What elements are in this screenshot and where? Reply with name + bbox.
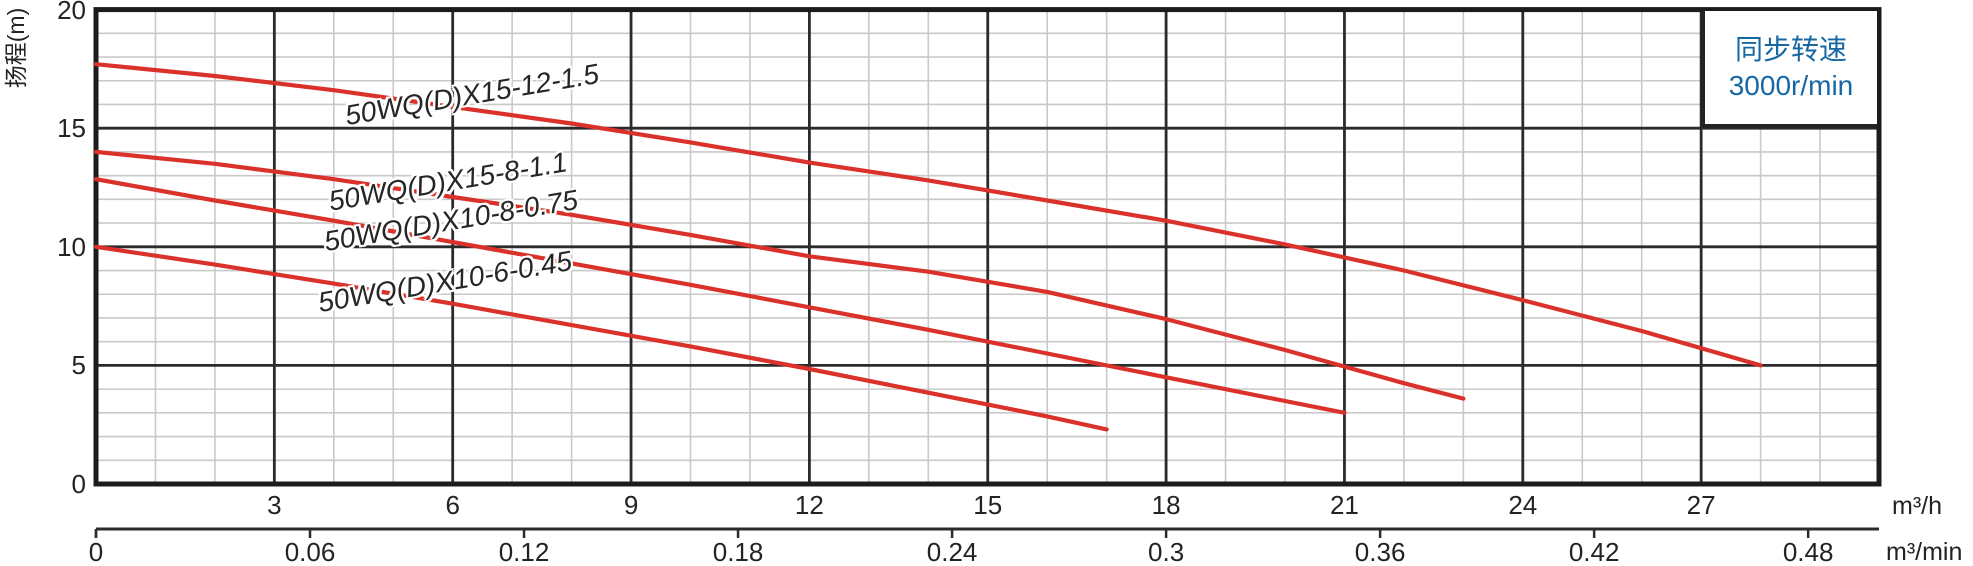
sec-tick-label-0: 0 <box>88 537 104 566</box>
x-tick-label-12: 12 <box>794 490 824 520</box>
y-tick-label-20: 20 <box>57 0 86 25</box>
pump-curve-50WQ(D)X10-6-0.45 <box>93 244 1109 432</box>
x-axis-secondary-unit: m³/min <box>1886 538 1963 566</box>
legend-speed-box: 同步转速 3000r/min <box>1701 11 1877 128</box>
legend-speed-label: 同步转速 <box>1734 33 1847 65</box>
x-tick-label-3: 3 <box>267 490 282 520</box>
sec-tick-label-0.24: 0.24 <box>926 537 978 566</box>
pump-curve-50WQ(D)X10-8-0.75 <box>93 177 1347 415</box>
x-tick-label-21: 21 <box>1329 490 1359 520</box>
sec-tick-label-0.06: 0.06 <box>284 537 336 566</box>
pump-curve-50WQ(D)X15-12-1.5 <box>93 62 1763 368</box>
x-tick-label-24: 24 <box>1508 490 1538 520</box>
x-tick-label-6: 6 <box>445 490 460 520</box>
y-tick-label-5: 5 <box>71 350 86 381</box>
y-tick-label-10: 10 <box>57 231 86 262</box>
sec-tick-label-0.12: 0.12 <box>498 537 550 566</box>
x-tick-label-27: 27 <box>1686 490 1716 520</box>
x-tick-label-9: 9 <box>623 490 639 520</box>
sec-tick-label-0.3: 0.3 <box>1148 537 1185 566</box>
x-tick-label-18: 18 <box>1151 490 1181 520</box>
y-axis-title: 扬程(m) <box>3 7 29 89</box>
sec-tick-label-0.48: 0.48 <box>1782 537 1834 566</box>
sec-tick-label-0.42: 0.42 <box>1568 537 1620 566</box>
pump-curve-50WQ(D)X15-8-1.1 <box>93 149 1466 401</box>
x-axis-primary-unit: m³/h <box>1892 492 1942 520</box>
y-tick-label-15: 15 <box>57 113 86 144</box>
y-tick-label-0: 0 <box>71 469 86 499</box>
x-tick-label-15: 15 <box>973 490 1003 520</box>
sec-tick-label-0.36: 0.36 <box>1354 537 1406 566</box>
sec-tick-label-0.18: 0.18 <box>712 537 764 566</box>
legend-speed-value: 3000r/min <box>1728 69 1854 101</box>
